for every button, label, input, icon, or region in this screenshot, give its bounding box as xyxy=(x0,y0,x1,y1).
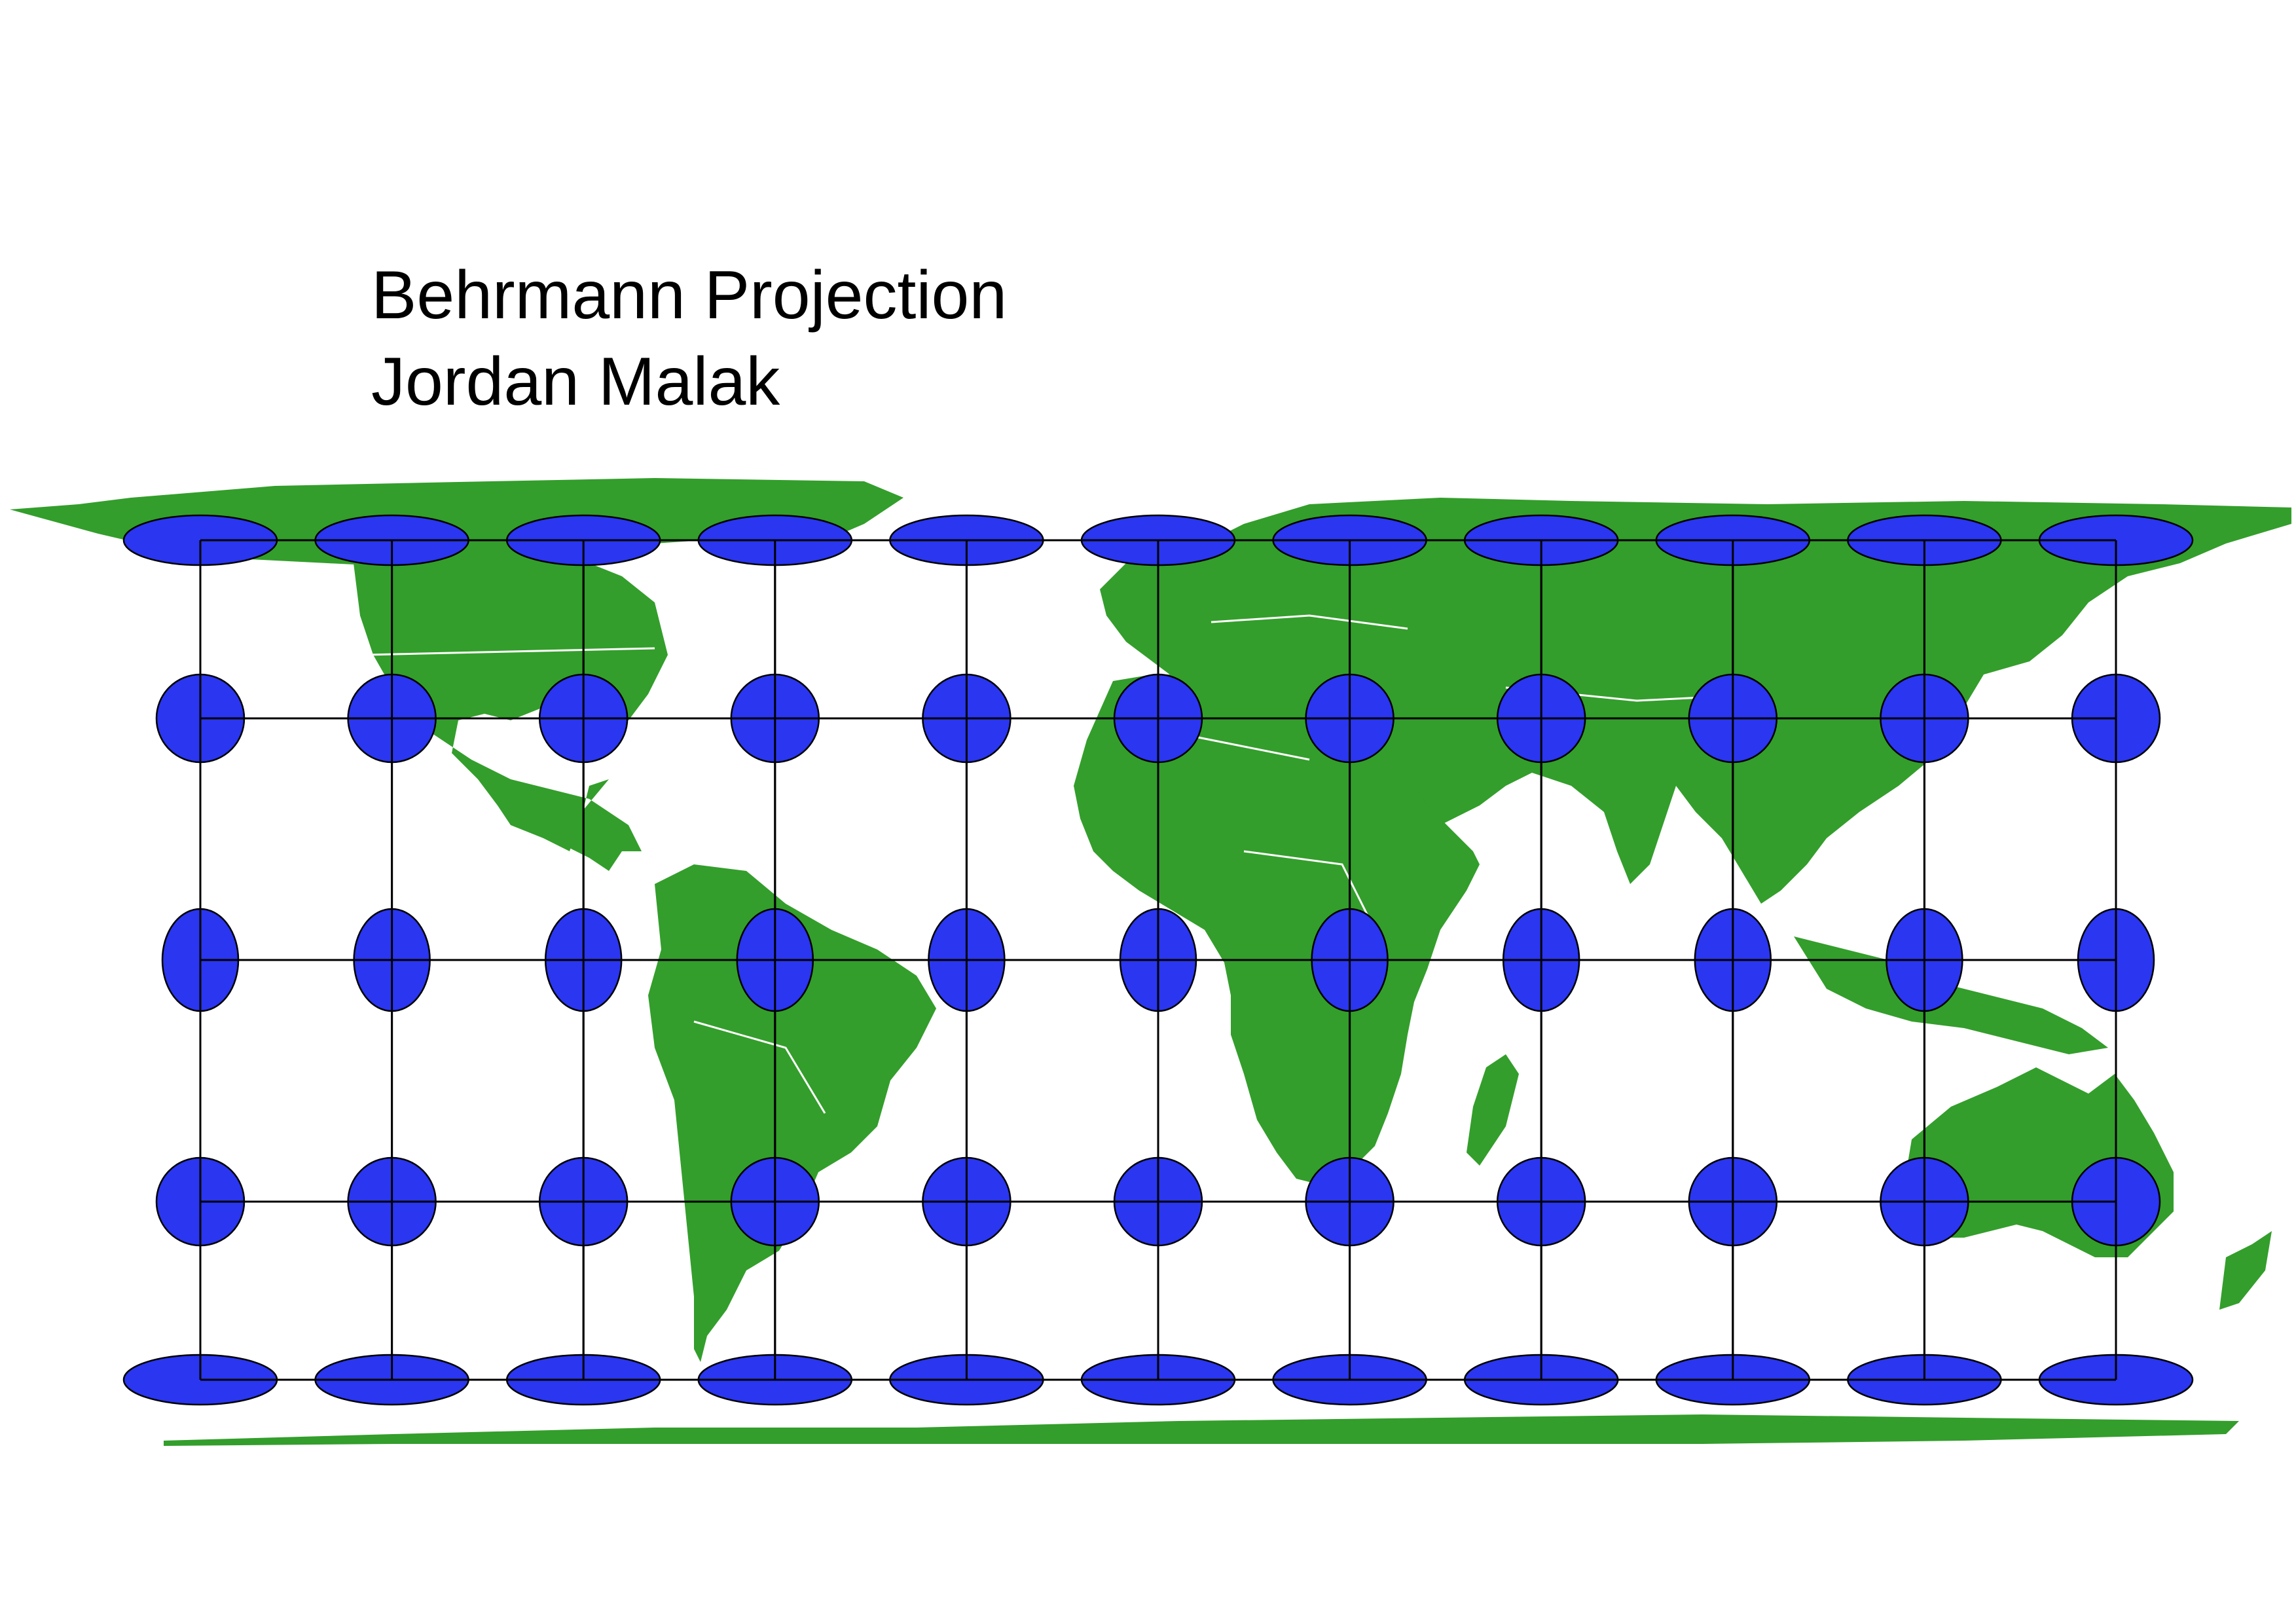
border-line xyxy=(1211,614,1408,630)
border-line xyxy=(366,647,655,656)
land-north-america xyxy=(354,547,668,871)
border-line xyxy=(1243,850,1376,931)
title-block: Behrmann Projection Jordan Malak xyxy=(371,252,1007,425)
land-south-america xyxy=(648,864,936,1362)
border-line xyxy=(693,1020,826,1114)
land-madagascar xyxy=(1467,1054,1519,1166)
land-africa xyxy=(1074,674,1480,1185)
map-author: Jordan Malak xyxy=(371,344,780,420)
land-new-zealand xyxy=(2219,1231,2272,1310)
graticule-overlay xyxy=(199,539,2117,1381)
land-antarctica xyxy=(164,1414,2239,1446)
border-line xyxy=(1178,732,1310,761)
map-title: Behrmann Projection xyxy=(371,257,1008,333)
